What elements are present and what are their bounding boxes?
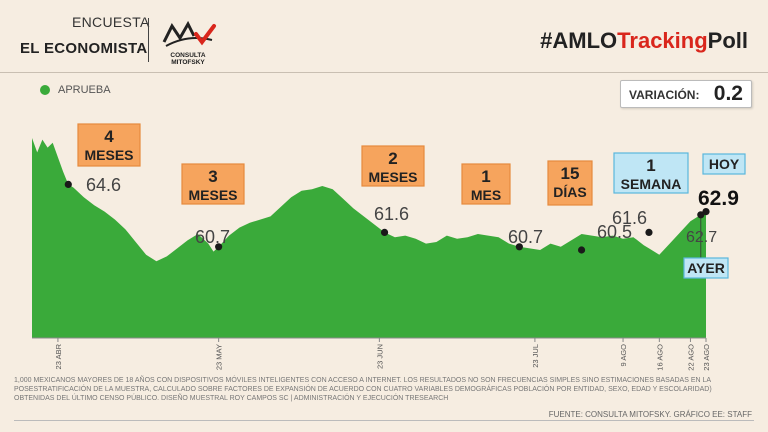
x-tick-label: 22 AGO <box>686 344 695 371</box>
header-publisher: EL ECONOMISTA <box>20 40 148 57</box>
annotation-box <box>683 257 729 279</box>
hashtag-suffix: Poll <box>707 28 748 53</box>
x-tick-label: 9 AGO <box>619 344 628 367</box>
data-value-label: 61.6 <box>612 208 647 228</box>
mitofsky-logo: CONSULTA MITOFSKY <box>158 16 218 66</box>
data-value-label: 61.6 <box>374 204 409 224</box>
logo-text: CONSULTA MITOFSKY <box>170 52 206 66</box>
annotation-box-label: 3 <box>208 167 217 186</box>
data-point <box>64 180 72 188</box>
header-divider <box>148 18 149 62</box>
annotation-box-label: AYER <box>687 260 725 276</box>
data-point <box>380 228 389 236</box>
data-point <box>515 243 523 251</box>
annotation-box <box>361 145 425 187</box>
annotation-box-label: SEMANA <box>621 176 682 192</box>
header-survey-label: ENCUESTA <box>72 14 150 30</box>
data-value-label: 60.7 <box>508 227 543 247</box>
x-tick-label: 23 MAY <box>215 344 224 370</box>
hashtag-prefix: #AMLO <box>540 28 618 53</box>
data-value-label: 64.6 <box>86 175 121 195</box>
hashtag-highlight: Tracking <box>617 28 708 53</box>
data-value-label: 62.7 <box>686 229 717 246</box>
variation-label: VARIACIÓN: <box>629 88 700 102</box>
data-value-label: 60.5 <box>597 222 632 242</box>
annotation-box-label: DÍAS <box>553 184 586 200</box>
x-tick-label: 16 AGO <box>655 344 664 371</box>
data-point <box>645 228 653 236</box>
annotation-box <box>461 163 511 205</box>
annotation-box-label: HOY <box>709 156 740 172</box>
annotation-box-label: MES <box>471 187 501 203</box>
annotation-box <box>702 153 746 175</box>
x-tick-label: 23 AGO <box>702 344 711 371</box>
methodology-note: 1,000 mexicanos mayores de 18 años con d… <box>14 377 712 402</box>
header-rule <box>0 72 768 73</box>
legend-label: APRUEBA <box>58 84 111 96</box>
data-value-label: 62.9 <box>698 187 739 210</box>
annotation-box-label: 4 <box>104 127 114 146</box>
annotation-box <box>77 123 141 167</box>
annotation-box <box>181 163 245 205</box>
annotation-box-label: 1 <box>481 167 490 186</box>
variation-value: 0.2 <box>713 82 743 105</box>
x-tick-label: 23 JUN <box>375 344 384 369</box>
annotation-box-label: MESES <box>368 169 417 185</box>
data-point <box>697 211 705 219</box>
variation-box: VARIACIÓN: 0.2 <box>620 80 752 108</box>
header: ENCUESTA EL ECONOMISTA CONSULTA MITOFSKY… <box>0 0 768 72</box>
annotation-box <box>547 160 593 206</box>
legend: APRUEBA <box>40 84 111 96</box>
x-tick-label: 23 ABR <box>54 343 63 369</box>
source-rule <box>14 420 754 421</box>
x-tick-label: 23 JUL <box>531 344 540 368</box>
annotation-box-label: MESES <box>188 187 237 203</box>
annotation-box-label: MESES <box>84 147 133 163</box>
approval-area <box>32 138 706 338</box>
logo-icon <box>162 20 216 47</box>
annotation-box-label: 15 <box>561 164 580 183</box>
annotation-box-label: 2 <box>388 149 397 168</box>
data-point <box>577 246 586 254</box>
data-point <box>215 243 223 251</box>
data-point <box>702 208 710 216</box>
source-credit: FUENTE: CONSULTA MITOFSKY. GRÁFICO EE: S… <box>548 410 752 419</box>
data-value-label: 60.7 <box>195 227 230 247</box>
annotation-box-label: 1 <box>646 156 655 175</box>
hashtag-title: #AMLOTrackingPoll <box>540 28 748 54</box>
legend-dot <box>40 85 50 96</box>
annotation-box <box>613 152 689 194</box>
